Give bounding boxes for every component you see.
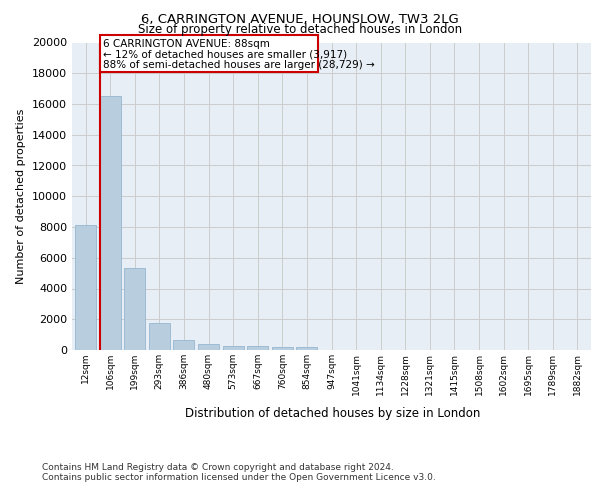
Y-axis label: Number of detached properties: Number of detached properties xyxy=(16,108,26,284)
Bar xyxy=(100,96,121,350)
Bar xyxy=(272,347,293,350)
Bar xyxy=(247,346,268,350)
Text: Size of property relative to detached houses in London: Size of property relative to detached ho… xyxy=(138,22,462,36)
FancyBboxPatch shape xyxy=(100,35,318,72)
Bar xyxy=(296,347,317,350)
Bar xyxy=(173,340,194,350)
Text: Contains HM Land Registry data © Crown copyright and database right 2024.: Contains HM Land Registry data © Crown c… xyxy=(42,462,394,471)
Bar xyxy=(198,344,219,350)
Text: 6, CARRINGTON AVENUE, HOUNSLOW, TW3 2LG: 6, CARRINGTON AVENUE, HOUNSLOW, TW3 2LG xyxy=(141,12,459,26)
Bar xyxy=(124,268,145,350)
Text: ← 12% of detached houses are smaller (3,917): ← 12% of detached houses are smaller (3,… xyxy=(103,50,347,59)
Bar xyxy=(149,323,170,350)
Text: Distribution of detached houses by size in London: Distribution of detached houses by size … xyxy=(185,408,481,420)
Text: 6 CARRINGTON AVENUE: 88sqm: 6 CARRINGTON AVENUE: 88sqm xyxy=(103,39,270,49)
Bar xyxy=(75,226,96,350)
Text: Contains public sector information licensed under the Open Government Licence v3: Contains public sector information licen… xyxy=(42,472,436,482)
Bar xyxy=(223,346,244,350)
Text: 88% of semi-detached houses are larger (28,729) →: 88% of semi-detached houses are larger (… xyxy=(103,60,375,70)
